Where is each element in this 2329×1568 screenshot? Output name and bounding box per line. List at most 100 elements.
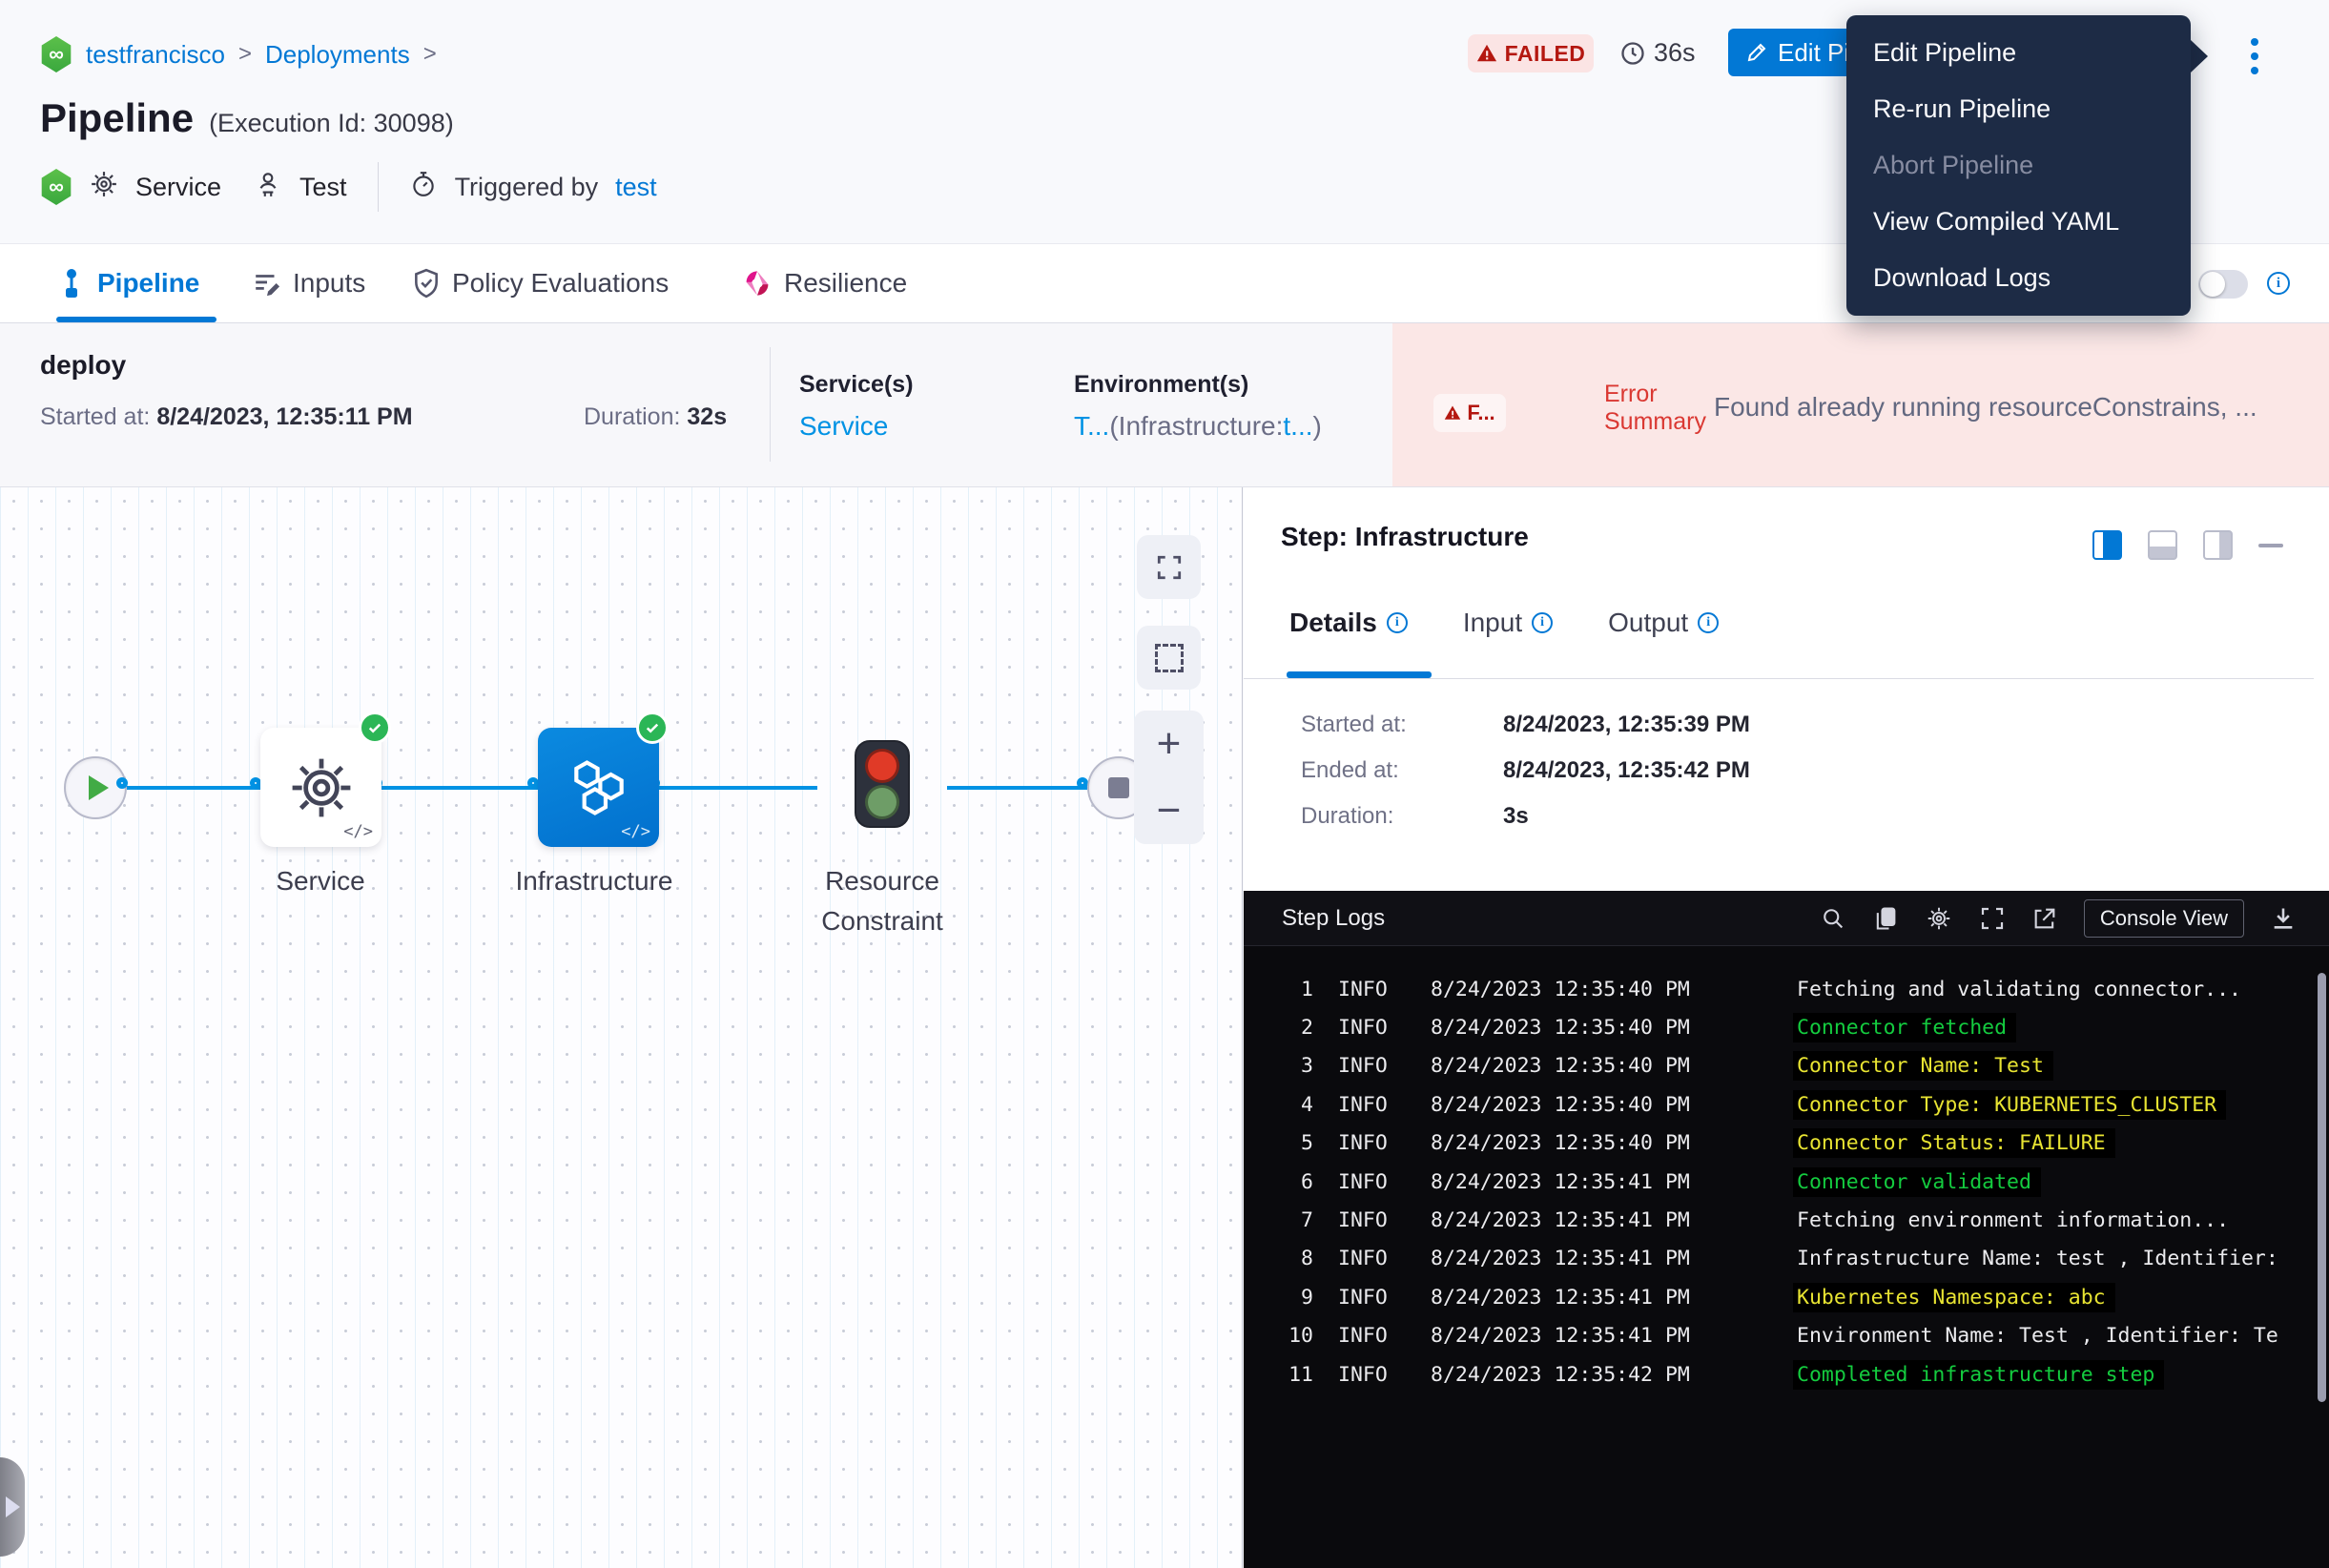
error-summary-label: Error Summary <box>1604 381 1706 435</box>
layout-split-vertical-icon[interactable] <box>2092 530 2122 560</box>
detail-tabs-border <box>1244 678 2314 679</box>
zoom-out-button[interactable]: − <box>1156 787 1182 834</box>
pipeline-canvas[interactable] <box>0 487 1243 1568</box>
service-link[interactable]: Service <box>799 411 889 441</box>
minimize-panel-icon[interactable] <box>2258 543 2283 547</box>
service-gear-icon <box>90 170 118 205</box>
step-details-panel: Step: Infrastructure Details i Input i Out… <box>1244 487 2329 1568</box>
policy-shield-icon <box>415 268 438 299</box>
edge <box>381 786 538 790</box>
status-badge: FAILED <box>1468 34 1594 72</box>
marquee-select-icon <box>1154 643 1184 672</box>
breadcrumb: ∞ testfrancisco > Deployments > <box>40 36 437 72</box>
page-title: Pipeline <box>40 95 195 140</box>
download-icon[interactable] <box>2270 905 2297 932</box>
yaml-code-icon: </> <box>343 822 373 841</box>
canvas-select-button[interactable] <box>1137 626 1201 690</box>
pipeline-icon <box>66 269 77 298</box>
log-settings-gear-icon[interactable] <box>1925 904 1953 933</box>
context-menu-item[interactable]: Re-run Pipeline <box>1873 94 2051 123</box>
context-menu-arrow <box>2191 40 2208 72</box>
start-node <box>64 756 127 819</box>
tab-policy-evaluations[interactable]: Policy Evaluations <box>412 244 669 322</box>
node-service[interactable]: </> <box>260 712 391 847</box>
more-options-kebab-icon[interactable] <box>2237 32 2272 80</box>
log-line: 1 INFO 8/24/2023 12:35:40 PM Fetching an… <box>1301 977 2241 1001</box>
stage-divider <box>770 347 771 462</box>
stopwatch-icon <box>409 170 438 205</box>
title-row: Pipeline (Execution Id: 30098) <box>40 95 454 141</box>
search-icon[interactable] <box>1820 905 1846 932</box>
tab-resilience[interactable]: Resilience <box>742 244 907 322</box>
edge-port <box>116 777 128 789</box>
edge-port <box>1077 777 1088 789</box>
open-in-new-icon[interactable] <box>2031 905 2058 932</box>
field-row: Started at: 8/24/2023, 12:35:39 PM <box>1301 712 1750 737</box>
breadcrumb-separator: > <box>423 41 437 67</box>
tab-inputs[interactable]: Inputs <box>253 244 365 322</box>
meta-test-label: Test <box>299 172 347 201</box>
stage-summary-bar: deploy Started at: 8/24/2023, 12:35:11 P… <box>0 323 2329 487</box>
panel-scrollbar-thumb[interactable] <box>2318 973 2326 1402</box>
environments-label: Environment(s) <box>1074 371 1249 398</box>
layout-split-horizontal-icon[interactable] <box>2148 530 2177 560</box>
log-line: 3 INFO 8/24/2023 12:35:40 PM Connector N… <box>1282 1047 2329 1085</box>
log-line: 8 INFO 8/24/2023 12:35:41 PM Infrastruct… <box>1301 1247 2278 1271</box>
output-info-icon[interactable]: i <box>1698 612 1720 633</box>
layout-right-drawer-icon[interactable] <box>2203 530 2233 560</box>
chevron-right-icon <box>5 1496 20 1517</box>
triggered-by-user-link[interactable]: test <box>615 172 657 201</box>
stop-icon <box>1108 777 1129 798</box>
context-menu: Edit Pipeline Re-run Pipeline Abort Pipe… <box>1846 15 2191 316</box>
warning-icon <box>1445 405 1461 420</box>
step-logs-title: Step Logs <box>1282 904 1386 931</box>
tab-pipeline[interactable]: Pipeline <box>57 244 199 322</box>
active-detail-tab-underline <box>1287 671 1432 678</box>
stage-duration: Duration: 32s <box>584 403 728 430</box>
stage-failed-badge: F... <box>1433 394 1506 432</box>
log-line: 9 INFO 8/24/2023 12:35:41 PM Kubernetes … <box>1282 1278 2329 1316</box>
log-line: 10 INFO 8/24/2023 12:35:41 PM Environmen… <box>1288 1324 2278 1349</box>
log-line: 11 INFO 8/24/2023 12:35:42 PM Completed … <box>1282 1355 2329 1393</box>
logs-fullscreen-icon[interactable] <box>1979 905 2006 932</box>
pipeline-meta-row: ∞ Service Test Triggered by test <box>40 162 657 212</box>
success-check-badge <box>636 712 669 744</box>
context-menu-item[interactable]: Edit Pipeline <box>1873 38 2017 67</box>
infrastructure-link[interactable]: t... <box>1283 411 1313 441</box>
canvas-fullscreen-button[interactable] <box>1137 535 1201 599</box>
harness-logo-icon: ∞ <box>41 169 72 205</box>
breadcrumb-deployments-link[interactable]: Deployments <box>264 39 410 69</box>
breadcrumb-project-link[interactable]: testfrancisco <box>86 39 225 69</box>
details-info-icon[interactable]: i <box>1386 612 1408 633</box>
zoom-in-button[interactable]: + <box>1156 720 1182 767</box>
environment-link[interactable]: T... <box>1074 411 1110 441</box>
log-lines: 1 INFO 8/24/2023 12:35:40 PM Fetching an… <box>1244 947 2329 1568</box>
tab-output[interactable]: Output i <box>1608 608 1720 638</box>
step-detail-tabs: Details i Input i Output i <box>1289 608 1720 638</box>
context-menu-item[interactable]: Download Logs <box>1873 263 2051 292</box>
context-menu-item[interactable]: View Compiled YAML <box>1873 207 2120 236</box>
panel-layout-controls <box>2092 530 2283 560</box>
expand-left-panel-handle[interactable] <box>0 1457 25 1557</box>
meta-service-label: Service <box>135 172 222 201</box>
tab-input[interactable]: Input i <box>1463 608 1554 638</box>
success-check-badge <box>359 712 391 744</box>
stage-error-panel <box>1392 323 2329 486</box>
view-toggle[interactable] <box>2198 270 2248 299</box>
input-info-icon[interactable]: i <box>1532 612 1554 633</box>
trigger-user-icon <box>254 170 282 205</box>
copy-icon[interactable] <box>1872 905 1899 932</box>
step-detail-fields: Started at: 8/24/2023, 12:35:39 PM Ended… <box>1301 710 1750 847</box>
edge <box>659 786 817 790</box>
tab-details[interactable]: Details i <box>1289 608 1408 638</box>
context-menu-item[interactable]: Abort Pipeline <box>1873 151 2034 179</box>
node-infrastructure[interactable]: </> <box>538 712 669 847</box>
tabbar-info-icon[interactable]: i <box>2267 272 2290 295</box>
triggered-by-label: Triggered by <box>454 172 599 201</box>
pencil-icon <box>1747 43 1766 62</box>
console-view-button[interactable]: Console View <box>2083 898 2244 938</box>
stage-name[interactable]: deploy <box>40 350 127 380</box>
elapsed-time: 36s <box>1619 38 1696 68</box>
node-resource-constraint[interactable] <box>855 740 910 828</box>
